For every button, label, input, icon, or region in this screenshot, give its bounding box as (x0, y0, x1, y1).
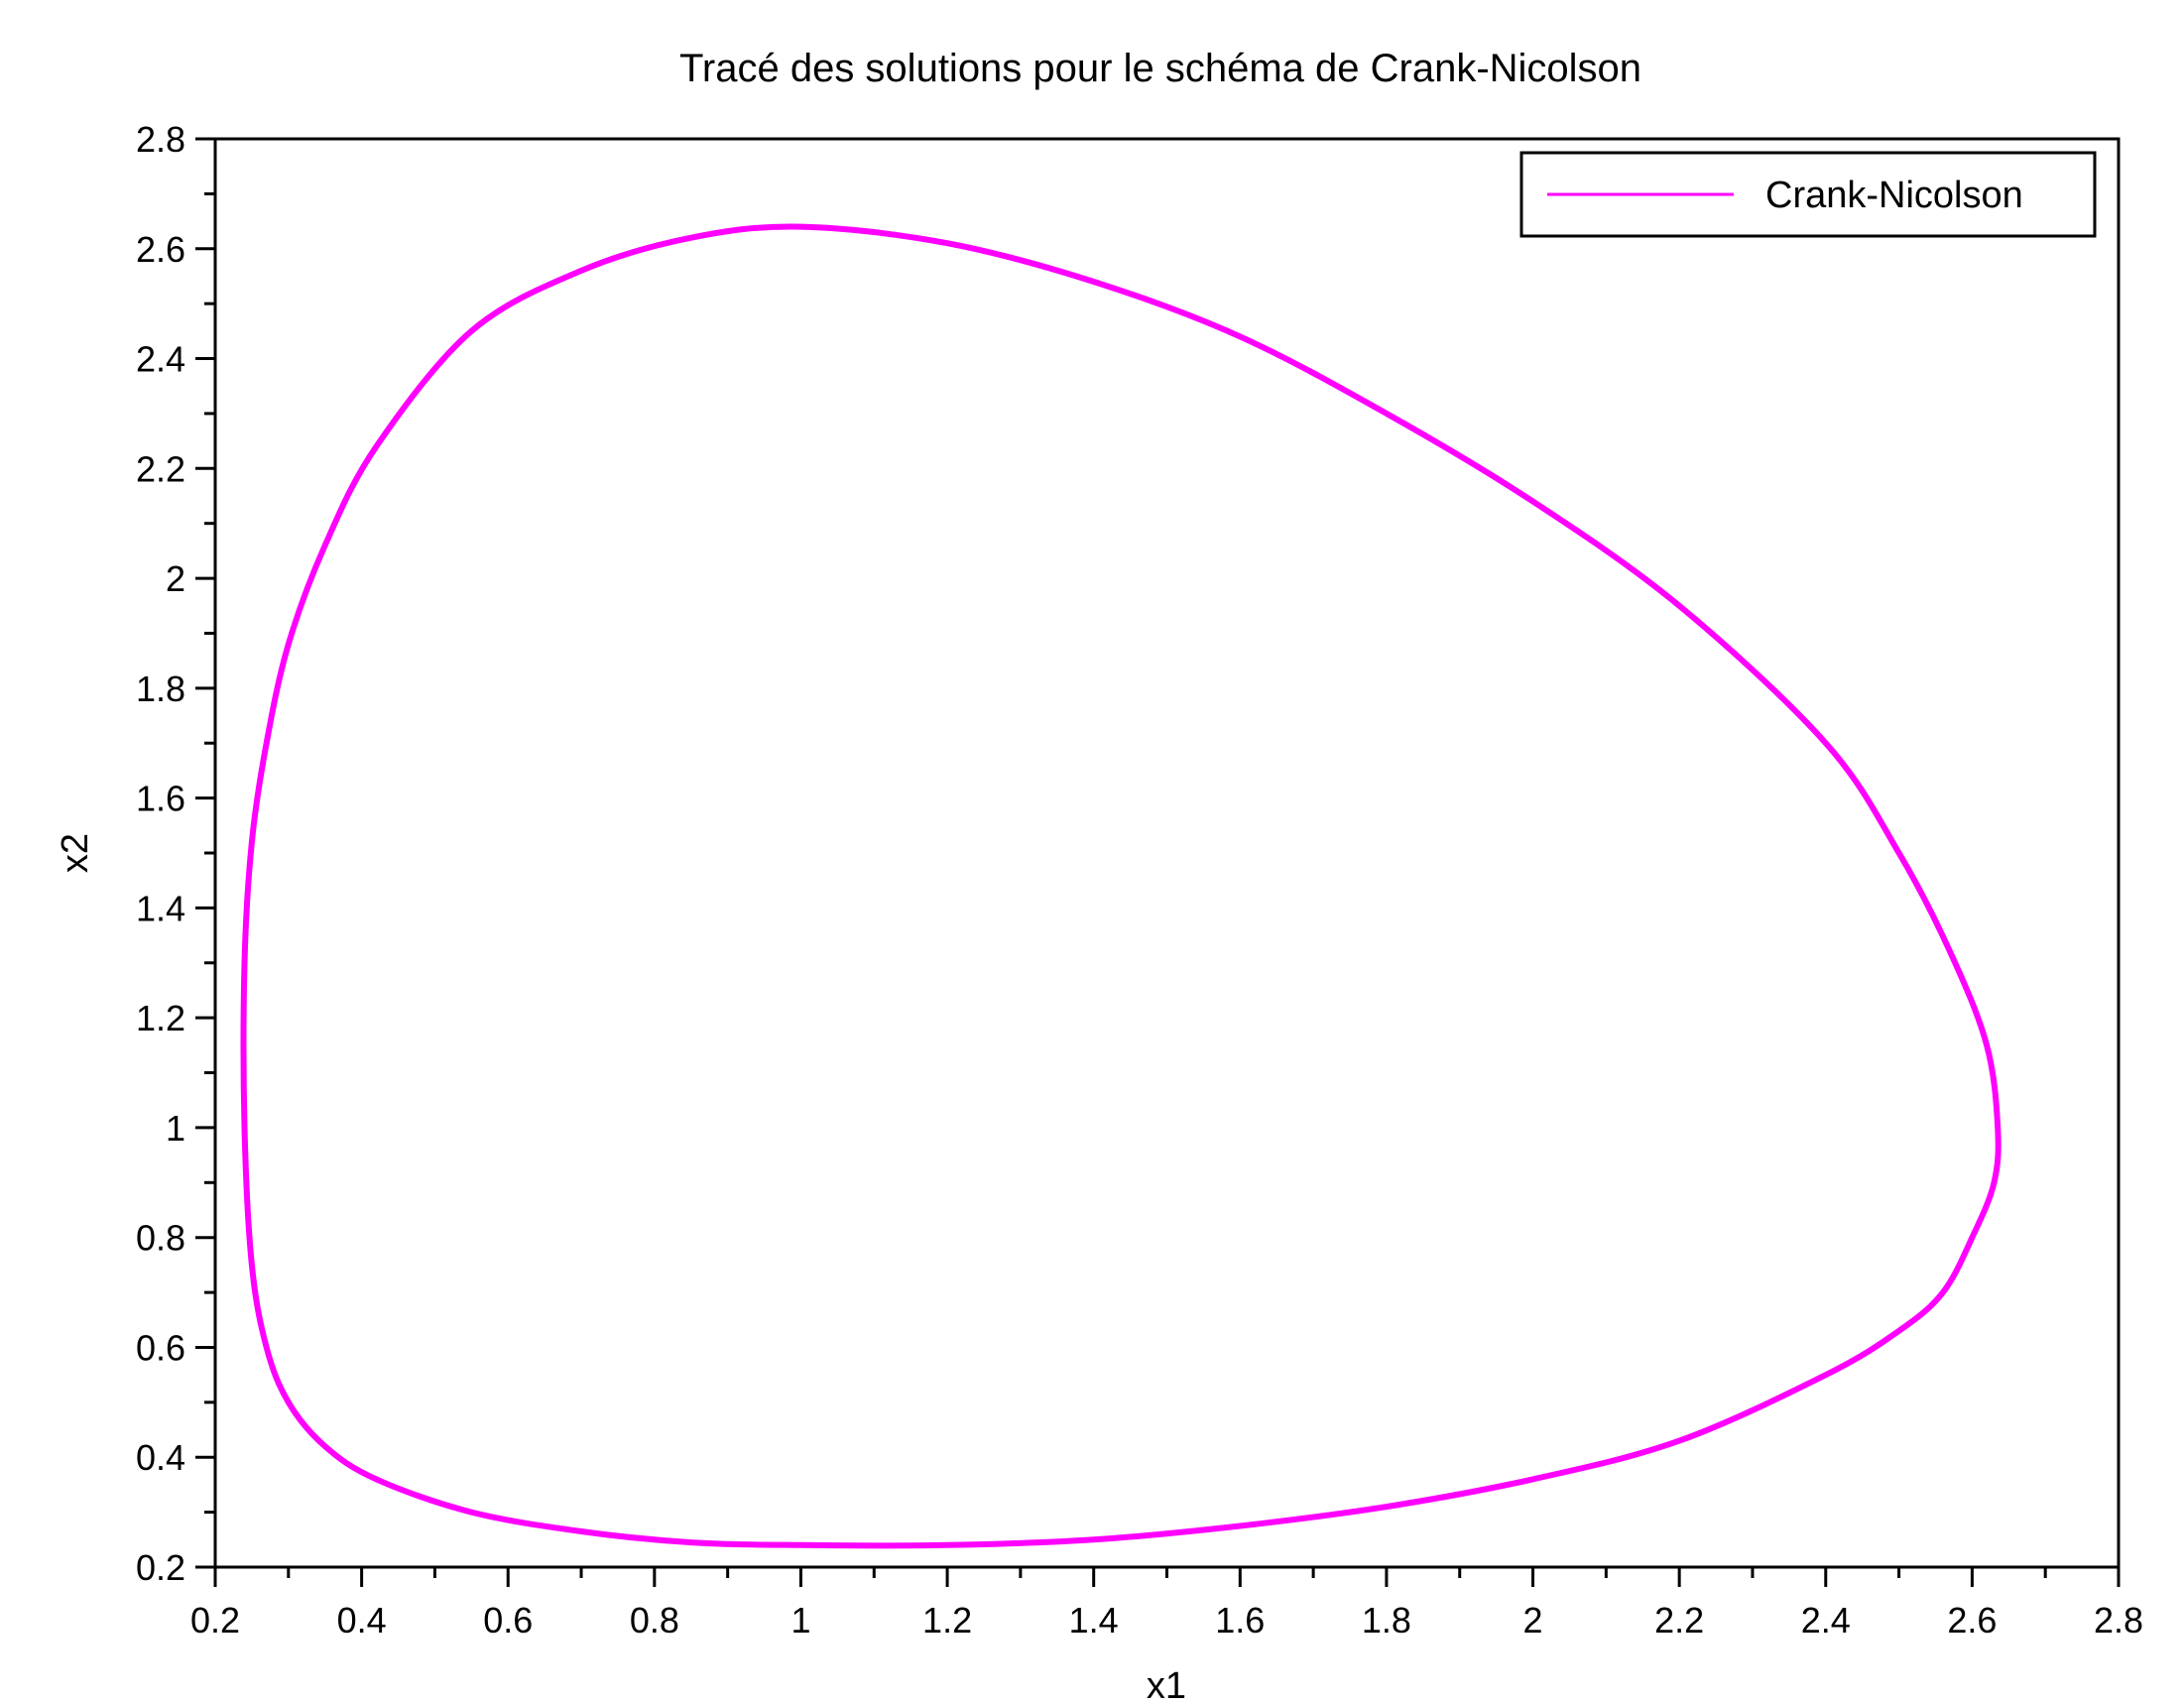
y-tick-label-1: 0.4 (136, 1437, 185, 1478)
x-tick-label-11: 2.4 (1801, 1600, 1851, 1641)
ticks-group (195, 137, 2121, 1587)
y-axis-label: x2 (55, 833, 96, 873)
x-tick-label-5: 1.2 (922, 1600, 972, 1641)
x-tick-label-8: 1.8 (1362, 1600, 1411, 1641)
x-tick-label-0: 0.2 (190, 1600, 240, 1641)
tick-labels-group: 0.2 0.4 0.6 0.8 1 1.2 1.4 1.6 1.8 2 2.2 2.4 2.6 2.8 0.… (136, 119, 2143, 1641)
y-tick-label-11: 2.4 (136, 339, 185, 380)
x-tick-label-7: 1.6 (1215, 1600, 1265, 1641)
x-tick-label-9: 2 (1523, 1600, 1543, 1641)
y-tick-label-0: 0.2 (136, 1547, 185, 1588)
y-tick-label-4: 1 (166, 1108, 185, 1149)
y-tick-label-8: 1.8 (136, 669, 185, 709)
series-line-crank-nicolson (240, 223, 2002, 1549)
y-tick-label-9: 2 (166, 558, 185, 599)
y-tick-label-2: 0.6 (136, 1327, 185, 1368)
x-tick-label-6: 1.4 (1069, 1600, 1119, 1641)
y-tick-label-7: 1.6 (136, 779, 185, 819)
x-tick-label-3: 0.8 (630, 1600, 679, 1641)
x-axis-label: x1 (1147, 1665, 1186, 1703)
series-group (240, 223, 2002, 1549)
y-tick-label-13: 2.8 (136, 119, 185, 160)
x-tick-label-1: 0.4 (337, 1600, 387, 1641)
x-tick-label-10: 2.2 (1654, 1600, 1704, 1641)
plot-area-frame (213, 137, 2121, 1569)
x-tick-label-2: 0.6 (483, 1600, 533, 1641)
y-tick-label-12: 2.6 (136, 229, 185, 270)
y-tick-label-6: 1.4 (136, 888, 185, 928)
legend: Crank-Nicolson (1519, 151, 2097, 238)
y-tick-label-3: 0.8 (136, 1218, 185, 1259)
y-tick-label-10: 2.2 (136, 448, 185, 489)
y-tick-label-5: 1.2 (136, 998, 185, 1038)
legend-label-crank-nicolson: Crank-Nicolson (1765, 175, 2023, 216)
chart-title: Tracé des solutions pour le schéma de Cr… (679, 47, 1641, 90)
x-tick-label-4: 1 (790, 1600, 810, 1641)
x-tick-label-12: 2.6 (1947, 1600, 1997, 1641)
x-tick-label-13: 2.8 (2094, 1600, 2143, 1641)
